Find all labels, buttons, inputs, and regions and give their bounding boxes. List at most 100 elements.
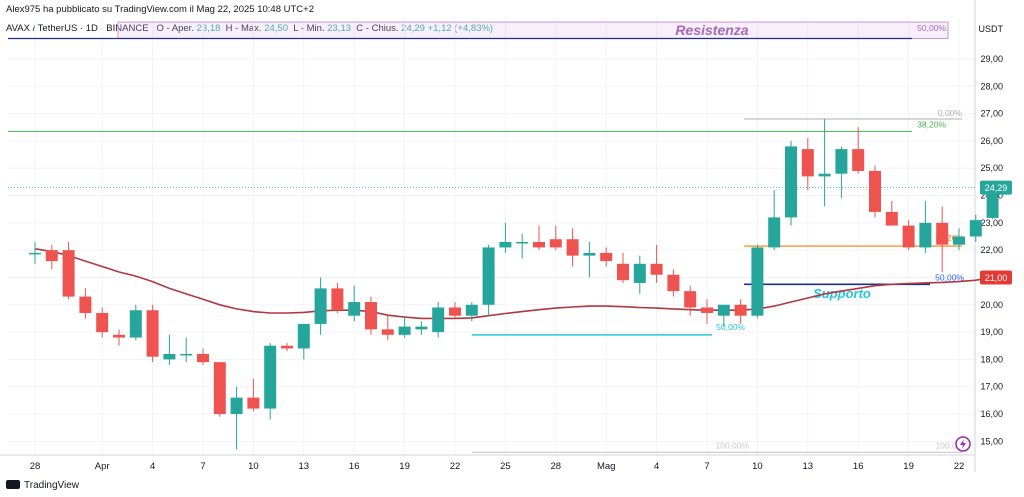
tradingview-logo[interactable]: TradingView: [6, 480, 79, 491]
candle-body: [314, 288, 327, 324]
low-value: 23,13: [327, 23, 351, 34]
candle-body: [885, 211, 898, 226]
candle-body: [381, 329, 394, 335]
open-label: O - Aper.: [156, 23, 194, 34]
candle-body: [499, 241, 512, 248]
candle-body: [801, 149, 814, 177]
x-tick-label: 7: [704, 461, 709, 472]
candle-body: [818, 173, 831, 177]
candle-body: [953, 236, 965, 245]
y-tick-label: 25,00: [980, 163, 1003, 173]
candle-body: [633, 263, 646, 283]
candle-body: [667, 274, 680, 292]
resistance-zone-box: [117, 21, 949, 39]
candle-body: [936, 222, 949, 245]
x-tick-label: 7: [200, 461, 205, 472]
candle-body: [297, 323, 310, 349]
candle-body: [146, 310, 159, 357]
candle-body: [29, 252, 41, 255]
resistance-fib-label: 50,00%: [917, 23, 946, 33]
high-value: 24,50: [264, 23, 288, 34]
ema-line: [34, 248, 993, 320]
y-tick-label: 17,00: [980, 382, 1003, 392]
y-tick-label: 28,00: [980, 81, 1003, 91]
fib-upper-100-label: 100,00%: [935, 440, 969, 450]
x-tick-label: Mag: [597, 461, 615, 472]
y-tick-label: 16,00: [980, 409, 1003, 419]
candle-body: [734, 304, 747, 316]
high-label: H - Max.: [226, 23, 262, 34]
x-tick-label: 13: [803, 461, 814, 472]
candle-body: [751, 247, 764, 316]
candle-body: [348, 302, 361, 316]
candle-body: [62, 250, 75, 297]
candle-body: [549, 239, 562, 248]
candle-body: [533, 241, 545, 248]
y-tick-label: 27,00: [980, 109, 1003, 119]
y-tick-label: 18,00: [980, 354, 1003, 364]
close-value: 24,29: [401, 23, 425, 34]
y-tick-label: 29,00: [980, 54, 1003, 64]
candle-body: [969, 220, 982, 237]
open-value: 23,18: [197, 23, 221, 34]
x-tick-label: 22: [954, 461, 965, 472]
candle-body: [768, 217, 781, 248]
y-tick-label: 23,00: [980, 218, 1003, 228]
candle-body: [45, 250, 58, 262]
candle-body: [163, 353, 176, 360]
fib-0-label: 0,00%: [938, 108, 963, 118]
candle-body: [516, 241, 529, 244]
x-tick-label: 19: [399, 461, 410, 472]
publisher-line: Alex975 ha pubblicato su TradingView.com…: [6, 4, 314, 15]
candle-body: [415, 326, 428, 330]
candle-body: [482, 247, 495, 305]
candle-body: [129, 310, 142, 338]
candle-body: [717, 304, 730, 316]
candle-body: [785, 146, 797, 218]
candle-body: [986, 187, 999, 218]
x-tick-label: 13: [299, 461, 310, 472]
candle-body: [869, 170, 881, 212]
resistance-label: Resistenza: [675, 22, 748, 38]
candle-body: [264, 345, 277, 409]
y-tick-label: 19,00: [980, 327, 1003, 337]
x-tick-label: 22: [450, 461, 461, 472]
candle-body: [197, 353, 209, 363]
candle-body: [465, 304, 478, 316]
candle-body: [281, 345, 293, 349]
candle-body: [365, 302, 377, 330]
currency-label: USDT: [979, 24, 1004, 34]
candle-body: [432, 307, 445, 333]
candle-body: [79, 296, 92, 313]
x-tick-label: 16: [349, 461, 360, 472]
x-tick-label: Apr: [95, 461, 110, 472]
candle-body: [701, 307, 713, 313]
candle-body: [835, 149, 848, 174]
x-tick-label: 19: [903, 461, 914, 472]
low-label: L - Min.: [293, 23, 324, 34]
candle-body: [96, 312, 109, 333]
last-price-tag: 24,29: [985, 183, 1008, 193]
tradingview-logo-icon: [6, 480, 20, 489]
candle-body: [600, 252, 613, 262]
candle-body: [247, 397, 260, 409]
support-fib-label: 50,00%: [935, 272, 964, 282]
change-value: +1,12 (+4,83%): [428, 23, 494, 34]
lightning-icon-glyph: [960, 439, 966, 449]
fib-lower-100-label: 100,00%: [715, 440, 749, 450]
x-tick-label: 10: [248, 461, 259, 472]
x-tick-label: 4: [654, 461, 659, 472]
candle-body: [566, 239, 579, 256]
candle-body: [852, 149, 865, 171]
symbol-label[interactable]: AVAX / TetherUS · 1D · BINANCE: [6, 23, 149, 34]
x-tick-label: 4: [150, 461, 155, 472]
support-label: Supporto: [813, 286, 871, 301]
candle-body: [684, 291, 697, 308]
x-tick-label: 16: [853, 461, 864, 472]
y-tick-label: 26,00: [980, 136, 1003, 146]
candle-body: [583, 252, 596, 256]
ema-value-tag-bg: [980, 270, 1012, 285]
fib-upper-50-label: 38,20%: [935, 233, 964, 243]
candle-body: [650, 263, 663, 275]
